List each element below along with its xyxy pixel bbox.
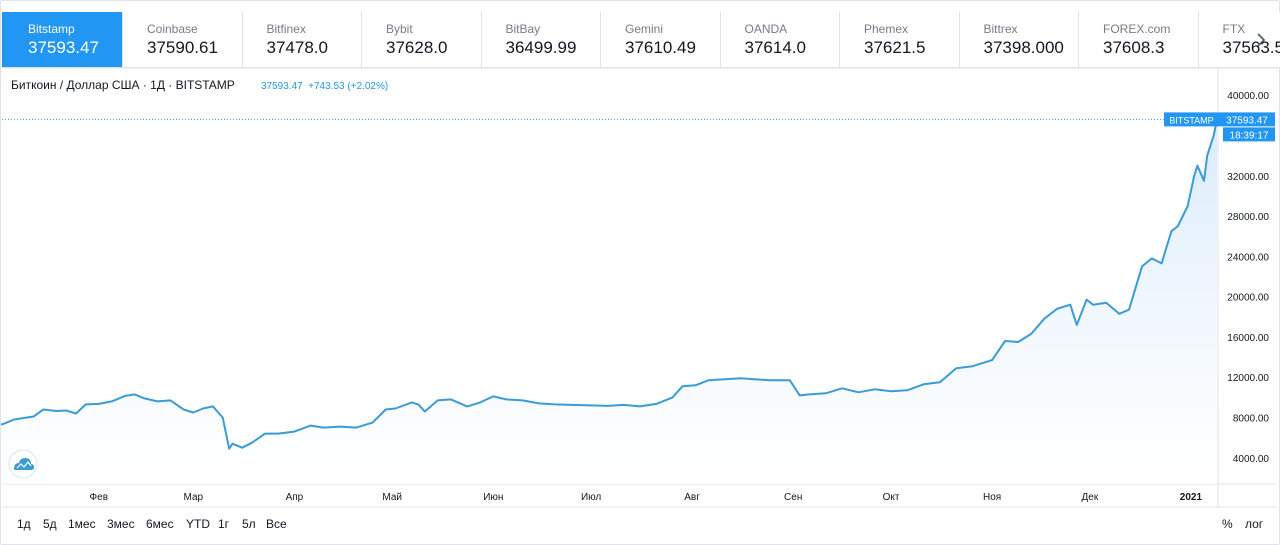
range-button-1y[interactable]: 1г xyxy=(218,517,230,531)
x-tick-label: Фев xyxy=(90,492,108,503)
last-price-badge xyxy=(1219,112,1275,127)
log-scale-toggle[interactable]: лог xyxy=(1245,517,1264,531)
exchange-price: 37478.0 xyxy=(266,38,328,57)
exchange-name: Bybit xyxy=(386,22,413,36)
exchange-price: 37608.3 xyxy=(1103,38,1165,57)
y-tick-label: 8000.00 xyxy=(1233,414,1270,425)
countdown-badge xyxy=(1223,127,1275,142)
exchange-name: Bitfinex xyxy=(266,22,306,36)
range-button-all[interactable]: Все xyxy=(266,517,287,531)
legend-change: +743.53 (+2.02%) xyxy=(308,81,388,92)
exchange-tab-coinbase[interactable]: Coinbase 37590.61 xyxy=(123,12,243,68)
x-tick-label: Июл xyxy=(581,492,601,503)
exchange-name: Phemex xyxy=(864,22,909,36)
symbol-title: Биткоин / Доллар США · 1Д · BITSTAMP xyxy=(11,78,235,92)
last-price-text: 37593.47 xyxy=(1226,115,1268,126)
exchange-price: 36499.99 xyxy=(505,38,577,57)
exchange-price: 37590.61 xyxy=(147,38,218,57)
x-tick-label: Сен xyxy=(784,492,802,503)
countdown-text: 18:39:17 xyxy=(1230,130,1269,141)
chevron-right-icon xyxy=(1257,32,1266,47)
range-button-1d[interactable]: 1д xyxy=(17,517,31,531)
exchange-tab-bitfinex[interactable]: Bitfinex 37478.0 xyxy=(242,12,362,68)
y-tick-label: 4000.00 xyxy=(1233,454,1270,465)
range-toolbar: 1д 5д 1мес 3мес 6мес YTD 1г 5л Все % лог xyxy=(2,508,1278,540)
exchange-price: 37628.0 xyxy=(386,38,448,57)
y-tick-label: 16000.00 xyxy=(1227,333,1269,344)
exchange-tab-phemex[interactable]: Phemex 37621.5 xyxy=(840,12,960,68)
tradingview-cloud-icon[interactable] xyxy=(8,449,38,479)
x-tick-label: Дек xyxy=(1082,492,1099,503)
x-tick-label: Май xyxy=(382,492,402,503)
exchange-tab-bittrex[interactable]: Bittrex 37398.000 xyxy=(959,12,1079,68)
percent-scale-toggle[interactable]: % xyxy=(1222,517,1233,531)
exchange-name: OANDA xyxy=(744,22,788,36)
exchange-price: 37621.5 xyxy=(864,38,926,57)
x-tick-label: Окт xyxy=(883,492,900,503)
x-tick-label: Авг xyxy=(684,492,700,503)
exchange-name: Coinbase xyxy=(147,22,198,36)
series-area xyxy=(1,119,1217,484)
x-tick-label: Апр xyxy=(286,492,304,503)
range-button-5d[interactable]: 5д xyxy=(43,517,57,531)
exchange-tab-ftx[interactable]: FTX 37563.5 xyxy=(1198,12,1280,68)
range-button-6m[interactable]: 6мес xyxy=(146,517,174,531)
x-tick-label: Ноя xyxy=(983,492,1001,503)
exchange-tab-bitstamp[interactable]: Bitstamp 37593.47 xyxy=(2,12,123,68)
exchange-tab-forex-com[interactable]: FOREX.com 37608.3 xyxy=(1079,12,1199,68)
exchange-name: Bittrex xyxy=(983,22,1018,36)
x-tick-label: Июн xyxy=(483,492,503,503)
legend-last-price: 37593.47 xyxy=(261,81,303,92)
exchange-name: Bitstamp xyxy=(28,22,75,36)
y-tick-label: 28000.00 xyxy=(1227,212,1269,223)
y-tick-label: 32000.00 xyxy=(1227,172,1269,183)
price-chart[interactable]: 4000.00 8000.00 12000.00 16000.00 20000.00 24… xyxy=(1,68,1279,508)
exchange-name: Gemini xyxy=(625,22,664,36)
y-tick-label: 40000.00 xyxy=(1227,91,1269,102)
exchange-tab-gemini[interactable]: Gemini 37610.49 xyxy=(601,12,721,68)
range-button-3m[interactable]: 3мес xyxy=(107,517,135,531)
y-tick-label: 12000.00 xyxy=(1227,373,1269,384)
exchange-badge xyxy=(1164,112,1219,127)
x-tick-label: Мар xyxy=(184,492,204,503)
x-tick-label: 2021 xyxy=(1180,492,1203,503)
exchange-tab-bybit[interactable]: Bybit 37628.0 xyxy=(362,12,482,68)
exchange-price: 37614.0 xyxy=(744,38,806,57)
exchange-price: 37593.47 xyxy=(28,38,99,57)
exchange-tabs: Bitstamp 37593.47 Coinbase 37590.61 Bitf… xyxy=(2,12,1280,68)
exchange-price: 37563.5 xyxy=(1222,38,1280,57)
range-button-1m[interactable]: 1мес xyxy=(68,517,96,531)
exchange-name: BitBay xyxy=(505,22,541,36)
y-tick-label: 24000.00 xyxy=(1227,252,1269,263)
series-line xyxy=(1,119,1218,450)
exchange-name: FOREX.com xyxy=(1103,22,1171,36)
exchange-tab-bitbay[interactable]: BitBay 36499.99 xyxy=(481,12,601,68)
tabs-next-button[interactable] xyxy=(1243,12,1279,68)
range-button-5y[interactable]: 5л xyxy=(242,517,256,531)
exchange-name: FTX xyxy=(1222,22,1246,36)
exchange-tab-oanda[interactable]: OANDA 37614.0 xyxy=(720,12,840,68)
y-tick-label: 20000.00 xyxy=(1227,293,1269,304)
exchange-price: 37610.49 xyxy=(625,38,696,57)
range-button-ytd[interactable]: YTD xyxy=(186,517,210,531)
exchange-badge-text: BITSTAMP xyxy=(1169,115,1213,125)
exchange-price: 37398.000 xyxy=(983,38,1064,57)
